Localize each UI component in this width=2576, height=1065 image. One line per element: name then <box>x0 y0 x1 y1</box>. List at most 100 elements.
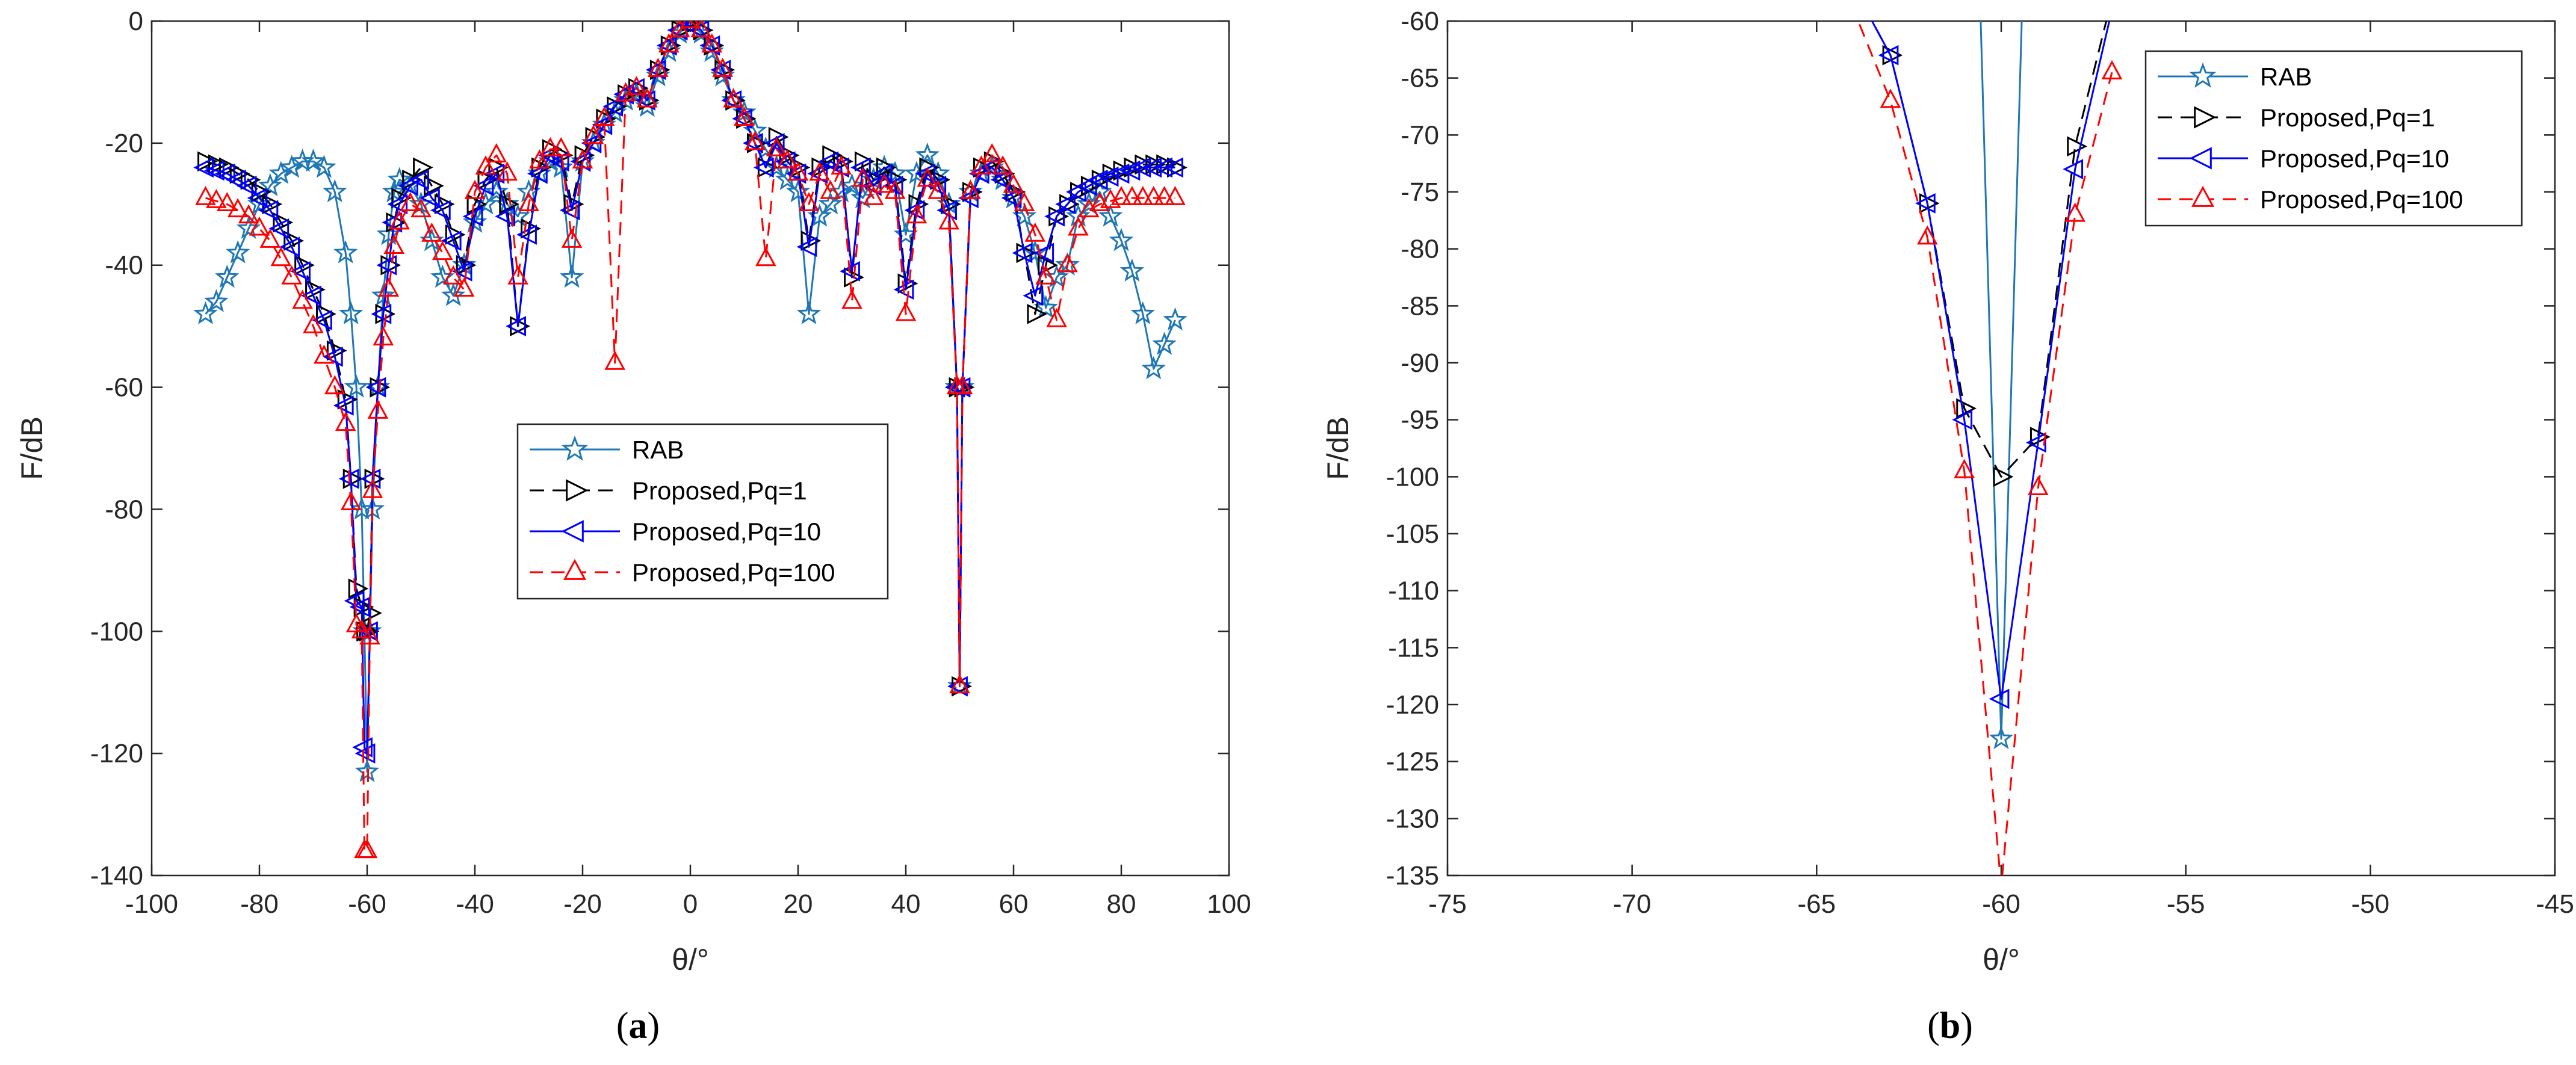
data-point <box>326 340 347 361</box>
data-point <box>442 265 464 285</box>
data-point <box>488 157 509 178</box>
data-point <box>312 155 336 178</box>
data-point <box>1130 157 1151 178</box>
data-point <box>831 155 852 175</box>
data-point <box>1057 253 1078 273</box>
legend-item: Proposed,Pq=1 <box>2158 103 2435 132</box>
legend-item: RAB <box>2158 62 2312 91</box>
data-point <box>409 169 429 190</box>
legend-item: Proposed,Pq=10 <box>530 517 821 546</box>
data-point <box>371 283 396 306</box>
x-tick-label: 80 <box>1107 889 1136 919</box>
data-point <box>615 82 636 102</box>
legend-label: RAB <box>632 436 684 464</box>
data-point <box>833 151 853 172</box>
data-point <box>378 277 400 297</box>
data-point <box>1993 466 2014 487</box>
x-tick-label: -60 <box>1982 889 2020 919</box>
data-point <box>2063 159 2084 180</box>
data-point <box>206 189 227 208</box>
data-point <box>745 131 766 150</box>
data-point <box>785 179 811 203</box>
x-axis-label: θ/° <box>1983 943 2020 977</box>
x-tick-label: 60 <box>999 889 1029 919</box>
data-point <box>979 157 1000 178</box>
data-point <box>906 204 927 224</box>
data-point <box>240 169 261 190</box>
data-point <box>927 179 949 199</box>
data-point <box>356 839 378 859</box>
data-point <box>516 224 537 245</box>
series-proposed-pq-100 <box>195 21 1186 859</box>
data-point <box>1033 242 1054 264</box>
data-point <box>340 491 362 510</box>
data-point <box>367 400 389 419</box>
data-point <box>236 175 257 196</box>
data-point <box>510 316 530 337</box>
data-point <box>1989 726 2014 750</box>
data-point <box>680 21 701 28</box>
y-tick-label: -20 <box>105 129 143 158</box>
series-proposed-pq-10 <box>193 21 1183 764</box>
data-point <box>755 247 776 267</box>
data-point <box>413 157 433 178</box>
data-point <box>893 279 914 300</box>
data-point <box>349 596 370 617</box>
data-point <box>290 261 311 282</box>
data-point <box>1915 193 1936 214</box>
data-point <box>497 161 518 181</box>
data-point <box>822 145 843 166</box>
data-point <box>279 155 305 178</box>
data-point <box>305 279 326 300</box>
y-tick-label: -100 <box>1386 462 1439 492</box>
data-point <box>626 76 647 96</box>
data-point <box>637 88 658 108</box>
plot-area <box>1857 21 2123 875</box>
data-point <box>193 301 218 325</box>
data-point <box>593 106 615 126</box>
data-point <box>660 35 681 56</box>
data-point <box>214 163 235 184</box>
data-point <box>247 188 268 209</box>
data-point <box>382 179 406 203</box>
data-point <box>1059 194 1080 215</box>
data-point <box>486 143 507 162</box>
data-point <box>785 163 807 184</box>
caption-paren-open: ( <box>616 1005 629 1046</box>
data-point <box>1956 398 1977 419</box>
data-point <box>312 310 332 330</box>
data-point <box>303 314 324 333</box>
data-point <box>607 96 628 117</box>
x-tick-label: -55 <box>2167 889 2205 919</box>
data-point <box>796 236 817 258</box>
data-point <box>723 88 744 108</box>
data-point <box>1033 295 1058 318</box>
data-point <box>1141 157 1162 178</box>
series-line <box>1980 21 2023 740</box>
legend-marker <box>2191 185 2215 207</box>
y-tick-label: -115 <box>1388 633 1439 662</box>
data-point <box>355 759 380 782</box>
data-point <box>1055 194 1076 215</box>
data-point <box>270 247 292 267</box>
legend-label: Proposed,Pq=100 <box>2260 185 2463 214</box>
data-point <box>529 149 550 168</box>
data-point <box>208 154 229 175</box>
x-tick-label: 20 <box>784 889 813 919</box>
legend-label: Proposed,Pq=10 <box>2260 144 2449 173</box>
data-point <box>225 169 246 190</box>
data-point <box>548 151 569 172</box>
data-point <box>775 151 796 172</box>
data-point <box>348 578 369 599</box>
panel-caption: (b) <box>1927 1005 1973 1046</box>
data-point <box>273 212 294 233</box>
data-point <box>1165 186 1186 205</box>
data-point <box>380 255 401 276</box>
data-point <box>1163 307 1187 331</box>
data-point <box>355 743 376 764</box>
data-point <box>283 230 305 252</box>
data-point <box>618 84 638 105</box>
data-point <box>268 161 294 184</box>
y-tick-label: -135 <box>1386 861 1439 891</box>
data-point <box>542 139 563 159</box>
